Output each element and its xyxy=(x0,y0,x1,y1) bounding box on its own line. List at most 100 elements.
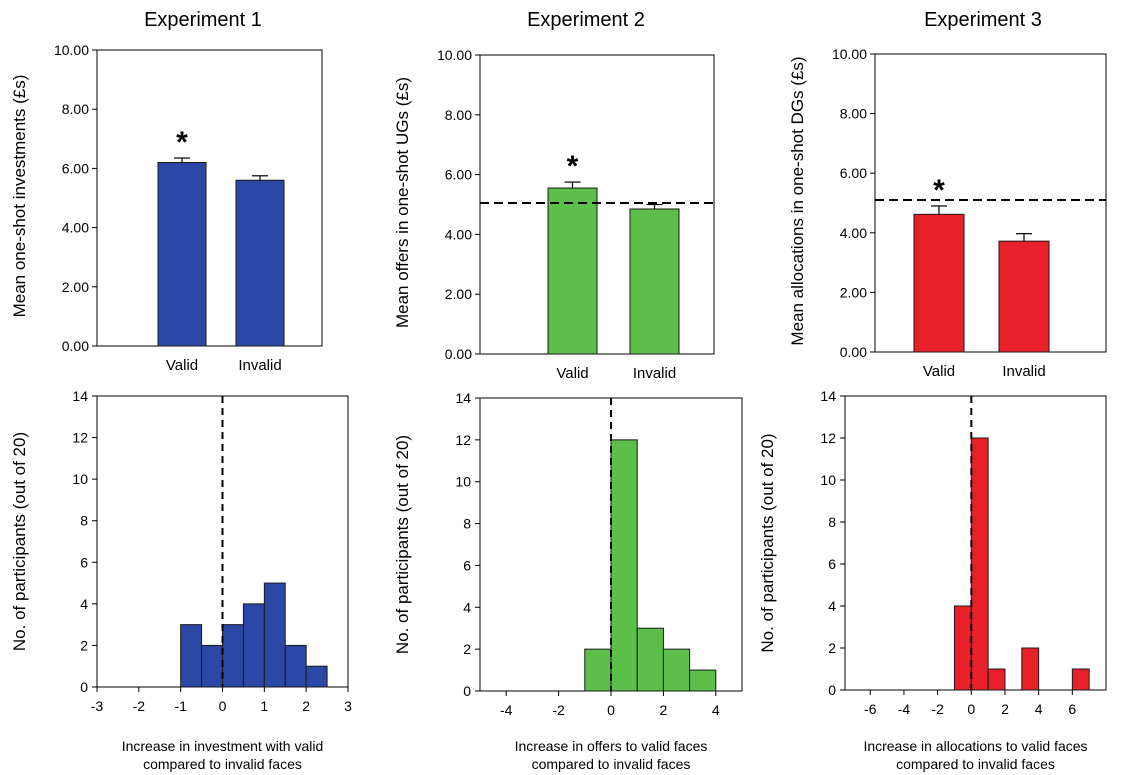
hist2-xtick-label: 2 xyxy=(660,702,668,718)
hist1-xtick-label: 3 xyxy=(344,698,352,714)
hist2-ytick-label: 0 xyxy=(463,683,471,699)
chart1-ylabel: Mean one-shot investments (£s) xyxy=(10,75,29,318)
chart2-bar-invalid xyxy=(629,208,680,355)
chart1-ytick-label: 10.00 xyxy=(54,42,89,58)
hist2-bin-bar xyxy=(610,439,638,692)
chart2-ytick-label: 0.00 xyxy=(445,346,472,362)
hist3-bin-bar xyxy=(953,605,972,691)
chart1-ytick-label: 8.00 xyxy=(62,101,89,117)
hist1-ytick-label: 2 xyxy=(80,637,88,653)
hist2-ytick-label: 2 xyxy=(463,641,471,657)
hist2-ytick-label: 10 xyxy=(455,474,471,490)
chart3-category-label: Invalid xyxy=(1002,363,1045,380)
hist1-bin-bar xyxy=(201,644,223,688)
chart2-ytick-label: 10.00 xyxy=(437,47,472,63)
hist2-bin-bar xyxy=(636,627,664,692)
hist3-ytick-label: 14 xyxy=(820,388,836,404)
hist3-xtick-label: -2 xyxy=(931,701,944,717)
hist2-bin-bar xyxy=(689,669,717,692)
hist2-xlabel-line: compared to invalid faces xyxy=(532,756,691,772)
hist2-ytick-label: 4 xyxy=(463,599,471,615)
hist1-bin-bar xyxy=(180,624,203,688)
chart3-ytick-label: 4.00 xyxy=(840,225,867,241)
chart1-ytick-label: 2.00 xyxy=(62,279,89,295)
hist3-bin-bar xyxy=(970,437,989,691)
chart3-plot-frame xyxy=(874,53,1107,353)
chart2-ylabel: Mean offers in one-shot UGs (£s) xyxy=(393,77,412,328)
chart3-bar-valid xyxy=(913,213,965,353)
chart2-title: Experiment 2 xyxy=(527,9,645,31)
chart1-bar-valid xyxy=(157,161,207,347)
hist2-xtick-label: -2 xyxy=(552,702,565,718)
hist1-ytick-label: 10 xyxy=(72,471,88,487)
chart2-ytick-label: 8.00 xyxy=(445,107,472,123)
hist2-ylabel: No. of participants (out of 20) xyxy=(393,435,412,654)
hist1-xtick-label: -3 xyxy=(91,698,104,714)
hist1-bin-bar xyxy=(284,644,307,688)
chart2-category-label: Valid xyxy=(556,365,588,382)
hist3-ytick-label: 4 xyxy=(828,598,836,614)
chart1-ytick-label: 6.00 xyxy=(62,160,89,176)
hist3-ylabel: No. of participants (out of 20) xyxy=(758,433,777,652)
chart1-title: Experiment 1 xyxy=(144,9,262,31)
chart3-significance-marker: * xyxy=(933,174,945,207)
chart3-ylabel: Mean allocations in one-shot DGs (£s) xyxy=(788,56,807,345)
hist3-ytick-label: 6 xyxy=(828,556,836,572)
hist3-bin-bar xyxy=(987,668,1006,691)
hist1-ytick-label: 0 xyxy=(80,679,88,695)
hist2-xtick-label: 4 xyxy=(712,702,720,718)
hist1-bin-bar xyxy=(242,603,265,688)
hist3-xtick-label: -4 xyxy=(898,701,911,717)
hist2-bin-bar xyxy=(584,648,612,692)
hist2-xtick-label: 0 xyxy=(607,702,615,718)
hist1-ytick-label: 4 xyxy=(80,596,88,612)
chart2-ytick-label: 2.00 xyxy=(445,286,472,302)
chart3-title: Experiment 3 xyxy=(924,9,1042,31)
hist1-bin-bar xyxy=(305,665,328,688)
chart1-category-label: Invalid xyxy=(238,357,281,374)
hist3-bin-bar xyxy=(1021,647,1040,691)
chart1-ytick-label: 0.00 xyxy=(62,338,89,354)
hist1-xtick-label: -1 xyxy=(174,698,187,714)
hist1-ylabel: No. of participants (out of 20) xyxy=(10,432,29,651)
hist2-xlabel-line: Increase in offers to valid faces xyxy=(515,738,708,754)
hist1-xtick-label: 1 xyxy=(260,698,268,714)
chart2-ytick-label: 4.00 xyxy=(445,226,472,242)
hist1-bin-bar xyxy=(222,624,244,688)
hist3-xtick-label: 2 xyxy=(1001,701,1009,717)
chart1-bar-invalid xyxy=(235,179,285,347)
hist3-ytick-label: 10 xyxy=(820,472,836,488)
chart3-category-label: Valid xyxy=(923,363,955,380)
hist3-ytick-label: 2 xyxy=(828,640,836,656)
hist2-ytick-label: 14 xyxy=(455,390,471,406)
chart2-bar-valid xyxy=(547,187,598,355)
hist2-ytick-label: 12 xyxy=(455,432,471,448)
hist3-xlabel-line: Increase in allocations to valid faces xyxy=(863,738,1087,754)
hist3-xtick-label: 4 xyxy=(1035,701,1043,717)
hist3-xlabel-line: compared to invalid faces xyxy=(896,756,1055,772)
hist3-xtick-label: -6 xyxy=(864,701,877,717)
chart3-bar-invalid xyxy=(998,240,1050,353)
chart2-ytick-label: 6.00 xyxy=(445,167,472,183)
hist1-xlabel-line: compared to invalid faces xyxy=(143,756,302,772)
chart1-ytick-label: 4.00 xyxy=(62,220,89,236)
hist3-ytick-label: 12 xyxy=(820,430,836,446)
chart3-ytick-label: 6.00 xyxy=(840,165,867,181)
hist2-xtick-label: -4 xyxy=(500,702,513,718)
hist1-ytick-label: 14 xyxy=(72,388,88,404)
hist1-ytick-label: 12 xyxy=(72,430,88,446)
chart1-significance-marker: * xyxy=(176,126,188,159)
chart3-ytick-label: 10.00 xyxy=(832,46,867,62)
chart1-plot-frame xyxy=(96,49,323,347)
hist1-xlabel-line: Increase in investment with valid xyxy=(122,738,324,754)
hist1-xtick-label: -2 xyxy=(133,698,146,714)
hist2-ytick-label: 6 xyxy=(463,557,471,573)
hist1-xtick-label: 2 xyxy=(302,698,310,714)
hist3-xtick-label: 6 xyxy=(1068,701,1076,717)
hist3-ytick-label: 0 xyxy=(828,682,836,698)
hist1-xtick-label: 0 xyxy=(219,698,227,714)
hist1-ytick-label: 8 xyxy=(80,513,88,529)
hist1-ytick-label: 6 xyxy=(80,554,88,570)
chart2-significance-marker: * xyxy=(567,150,579,183)
